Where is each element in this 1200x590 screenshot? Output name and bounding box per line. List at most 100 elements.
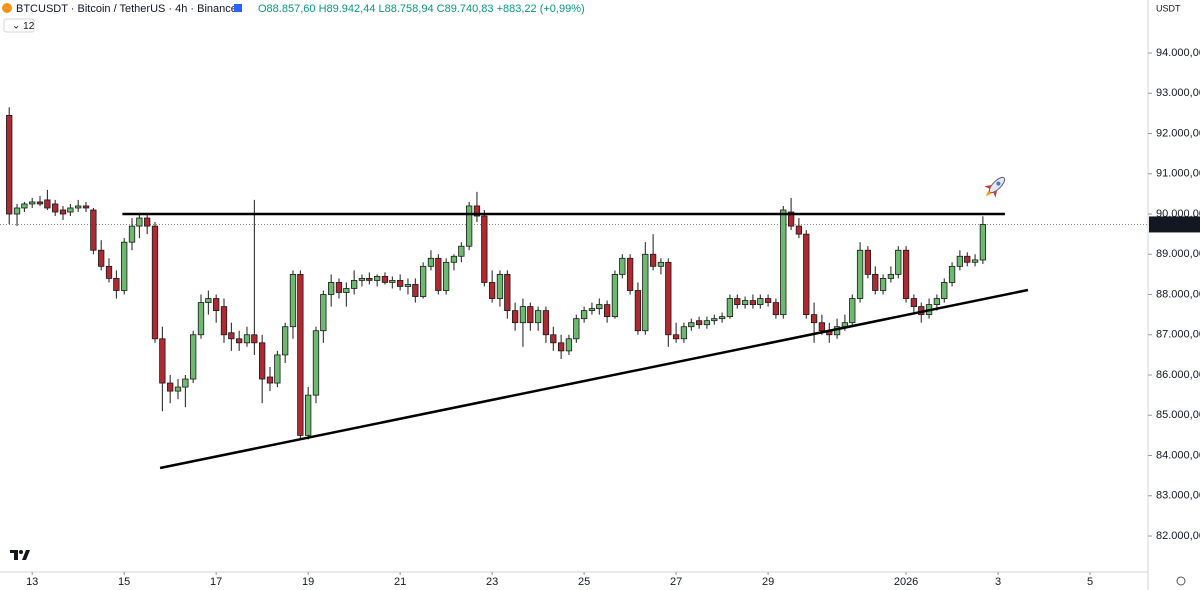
candle-body [373,276,381,281]
candle-body [488,282,496,299]
candle-body [573,318,580,340]
candle-body [795,225,803,235]
candle-body [465,205,473,247]
candle-body [780,209,787,316]
candle-body [902,249,910,299]
candle-body [619,257,626,275]
candle-body [887,273,895,279]
candle-body [979,224,987,261]
change-value: +883,22 (+0,99%) [497,3,585,15]
candle-body [105,265,113,279]
candle-body [419,265,427,297]
candle-body [182,378,189,388]
candle-body [956,255,964,267]
candle-body [879,278,887,291]
candle-body [90,209,97,251]
chart-title: BTCUSDT · Bitcoin / TetherUS · 4h · Bina… [16,3,237,15]
settings-icon[interactable] [1176,576,1186,586]
symbol-icon [2,3,12,13]
y-tick-label: 93.000,00 [1156,87,1200,99]
candle-body [895,249,902,275]
candle-body [220,306,228,336]
x-tick-label: 19 [302,576,314,588]
candle-body [649,253,657,267]
x-tick-label: 23 [486,576,498,588]
badge-count: 12 [23,21,35,32]
indicator-badge[interactable] [3,18,35,33]
candle-body [274,354,281,384]
candle-body [412,284,419,297]
candle-body [128,225,136,243]
ohlc-value: L88.758,94 [379,3,434,15]
candle-body [726,298,734,318]
candle-body [519,306,527,324]
candle-body [626,257,634,291]
candle-body [259,342,266,380]
candle-body [718,316,726,320]
candle-body [167,382,174,392]
candle-body [75,205,82,209]
candle-body [358,278,366,281]
candle-body [818,322,826,332]
y-axis-label: USDT [1156,3,1181,13]
candle-body [121,241,128,291]
ohlc-value: H89.942,44 [319,3,376,15]
candle-body [404,284,412,287]
candle-body [52,203,59,213]
candle-body [642,253,649,332]
candle-body [351,280,358,289]
candle-body [297,273,304,436]
x-tick-label: 15 [118,576,130,588]
candle-body [305,394,312,436]
candle-body [213,298,220,312]
candle-body [680,326,688,340]
candle-body [450,255,458,263]
candle-body [741,300,749,305]
trendline [159,288,1029,470]
candle-body [810,314,818,324]
candle-body [603,304,611,318]
candle-body [910,298,918,307]
y-tick-label: 86.000,00 [1156,369,1200,381]
candle-body [596,304,603,310]
candle-body [711,318,718,322]
y-tick-label: 92.000,00 [1156,127,1200,139]
candle-body [151,225,159,340]
candle-body [228,332,235,340]
candle-body [190,334,197,380]
candle-body [427,257,435,267]
candle-body [320,294,327,332]
y-tick-label: 91.000,00 [1156,168,1200,180]
last-price-box [1149,216,1200,233]
candle-body [803,233,810,316]
candle-body [159,338,166,384]
candle-body [197,302,205,336]
candle-body [6,114,13,215]
candle-body [948,265,956,283]
candle-body [672,334,680,340]
candle-body [251,334,258,344]
ohlc-value: O88.857,60 [258,3,316,15]
candle-body [113,278,120,291]
candle-body [504,273,511,312]
y-tick-label: 94.000,00 [1156,47,1200,59]
x-tick-label: 5 [1087,576,1093,588]
candle-body [557,342,565,352]
candle-body [44,199,51,209]
candle-body [849,298,856,324]
candle-body [205,298,212,303]
candle-body [688,322,695,328]
candle-body [588,308,596,312]
indicator-badge-text: ⌄ 12 [12,21,35,32]
candle-body [458,245,465,257]
candle-body [634,290,642,332]
candle-body [580,310,588,320]
candle-body [13,207,21,215]
candle-body [328,282,335,295]
candle-body [98,249,105,267]
flag-icon[interactable] [234,4,242,12]
candle-body [312,330,320,396]
candle-body [787,211,795,227]
candle-body [734,298,741,305]
